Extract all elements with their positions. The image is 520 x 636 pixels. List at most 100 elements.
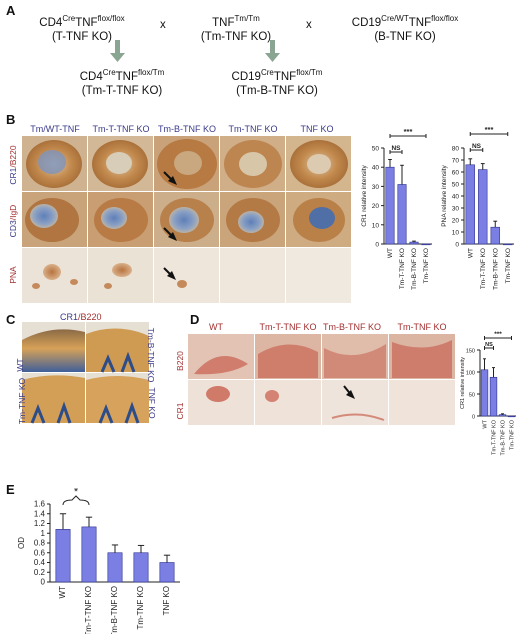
category-label: Tm-TNF KO: [510, 419, 516, 450]
bar: [159, 562, 175, 583]
arrow-icon: [163, 171, 177, 280]
genotype-tm-tnf-ko: TNFTm/Tm (Tm-TNF KO): [200, 14, 272, 43]
genotype-t-tnf-ko: CD4CreTNFflox/flox (T-TNF KO): [39, 14, 125, 43]
d-col-header: Tm-B-TNF KO: [323, 322, 381, 332]
category-label: Tm-T-TNF KO: [84, 586, 93, 634]
category-label: WT: [58, 586, 67, 599]
d-col-header: Tm-T-TNF KO: [259, 322, 317, 332]
y-tick-label: 0.6: [34, 548, 46, 557]
y-tick-label: 0: [41, 578, 46, 587]
panel-b-micrograph-grid: [22, 136, 351, 303]
bar: [489, 376, 498, 417]
cross-symbol-2: x: [306, 19, 312, 31]
row-label-cd3-igd: CD3/IgD: [8, 204, 18, 238]
micrograph-row-cr1: [188, 380, 455, 425]
panel-d-micrograph-grid: [188, 334, 455, 425]
bar: [503, 243, 513, 246]
row-label-pna: PNA: [8, 266, 18, 284]
significance-label: NS: [485, 342, 493, 348]
panel-c-title: CR1/B220: [60, 312, 102, 322]
panel-d-label: D: [190, 312, 200, 327]
y-tick-label: 0: [375, 242, 379, 249]
bar: [397, 184, 407, 245]
y-tick-label: 1.6: [34, 500, 46, 509]
c-label-tnf-ko: TNF KO: [147, 387, 157, 419]
y-tick-label: 70: [452, 158, 460, 165]
significance-label: *: [74, 488, 79, 498]
col-header: Tm-TNF KO: [228, 124, 278, 134]
panel-c-label: C: [6, 312, 16, 327]
y-tick-label: 30: [452, 206, 460, 213]
category-label: Tm-B-TNF KO: [501, 419, 507, 455]
significance-bracket: [62, 495, 90, 506]
col-header: Tm/WT-TNF: [30, 124, 80, 134]
col-header: Tm-B-TNF KO: [158, 124, 216, 134]
category-label: Tm-T-TNF KO: [480, 248, 487, 289]
significance-label: ***: [485, 125, 494, 134]
bar: [81, 526, 97, 583]
category-label: Tm-B-TNF KO: [492, 248, 499, 290]
cross-arrows: [110, 40, 280, 62]
category-label: Tm-B-TNF KO: [411, 248, 418, 290]
category-label: Tm-TNF KO: [505, 248, 512, 283]
category-label: Tm-TNF KO: [423, 248, 430, 283]
down-arrow-icon: [110, 40, 125, 62]
genotype-tm-b-tnf-ko: CD19CreTNFflox/Tm (Tm-B-TNF KO): [231, 68, 323, 97]
category-label: WT: [467, 248, 474, 258]
y-tick-label: 10: [452, 230, 460, 237]
y-tick-label: 50: [469, 393, 475, 399]
y-axis-label: OD: [17, 537, 26, 549]
panel-b-label: B: [6, 112, 16, 127]
bar: [490, 226, 500, 245]
bar: [409, 241, 419, 245]
chart-b-cr1: 0 10 20 30 40 50 CR1 relative intensity WT Tm-T-…: [361, 127, 432, 290]
y-tick-label: 30: [372, 184, 380, 191]
significance-label: ***: [404, 127, 413, 136]
chart-e: 00.20.40.60.811.21.41.6 OD WT Tm-T-TNF KO Tm…: [17, 488, 180, 634]
panel-e-label: E: [6, 482, 15, 497]
bar: [465, 164, 475, 245]
y-tick-label: 1.4: [34, 509, 46, 518]
y-tick-label: 100: [466, 371, 475, 377]
significance-label: NS: [391, 145, 401, 152]
chart-b-pna: 0 10 20 30 40 50 60 70 80 PNA relative intensity W…: [441, 125, 514, 290]
cross-symbol: x: [160, 19, 166, 31]
y-tick-label: 0.2: [34, 568, 46, 577]
y-axis-label: CR1 relative intensity: [361, 165, 368, 227]
bar: [55, 529, 71, 583]
y-tick-label: 40: [372, 165, 380, 172]
y-tick-label: 60: [452, 170, 460, 177]
micrograph-row-cr1-b220: [22, 136, 351, 191]
col-header: Tm-T-TNF KO: [92, 124, 150, 134]
micrograph-row-b220: [188, 334, 455, 379]
category-label: Tm-TNF KO: [136, 586, 145, 630]
bar: [107, 552, 123, 583]
y-tick-label: 1: [41, 529, 46, 538]
category-label: WT: [387, 248, 394, 258]
arrow-icon: [343, 385, 355, 399]
c-label-tm-b-tnf-ko: Tm-B-TNF KO: [146, 327, 156, 383]
bar: [507, 415, 516, 418]
y-tick-label: 80: [452, 146, 460, 153]
bar: [385, 166, 395, 245]
d-col-header: Tm-TNF KO: [397, 322, 447, 332]
bar: [421, 243, 431, 246]
y-tick-label: 50: [372, 146, 380, 153]
c-label-tm-tnf-ko: Tm-TNF KO: [17, 377, 27, 425]
d-col-header: WT: [209, 322, 223, 332]
bar: [498, 414, 507, 417]
d-row-label-b220: B220: [175, 351, 185, 371]
category-label: Tm-T-TNF KO: [399, 248, 406, 289]
y-axis-label: CR1 relative intensity: [460, 357, 466, 409]
genotype-tm-t-tnf-ko: CD4CreTNFflox/Tm (Tm-T-TNF KO): [79, 68, 165, 97]
y-tick-label: 0: [472, 415, 475, 421]
down-arrow-icon: [265, 40, 280, 62]
genotype-b-tnf-ko: CD19Cre/WTTNFflox/flox (B-TNF KO): [351, 14, 459, 43]
micrograph-row-cd3-igd: [22, 192, 351, 247]
y-tick-label: 0: [455, 242, 459, 249]
bar: [478, 169, 488, 245]
category-label: Tm-B-TNF KO: [110, 586, 119, 634]
col-header: TNF KO: [300, 124, 334, 134]
row-label-cr1-b220: CR1/B220: [8, 145, 18, 185]
category-label: TNF KO: [162, 586, 171, 615]
